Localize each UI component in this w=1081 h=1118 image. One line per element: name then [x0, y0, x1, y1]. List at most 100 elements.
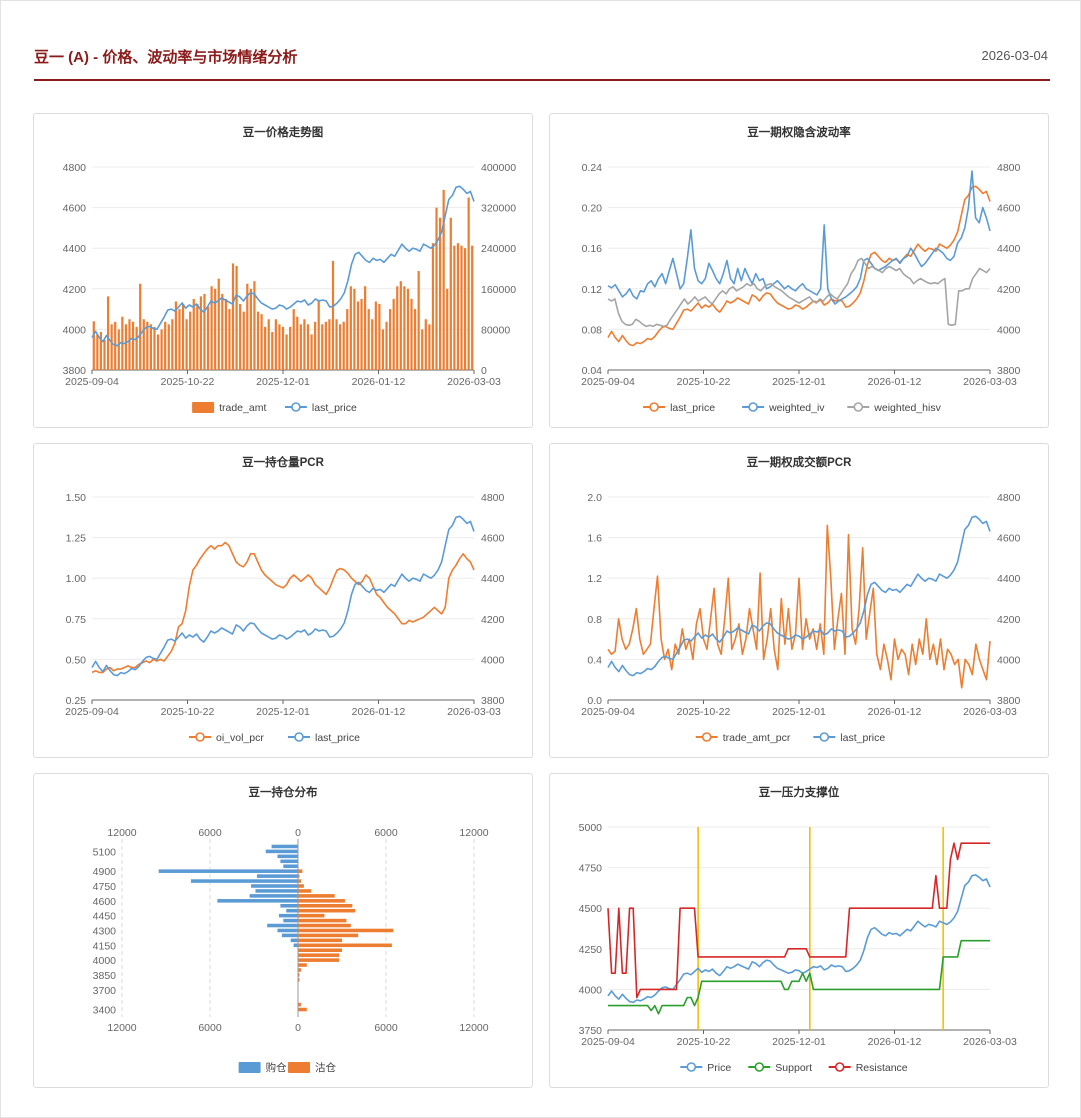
- y-right-tick-label: 0: [481, 365, 487, 377]
- bar-trade-amt: [438, 217, 442, 370]
- bar-put-oi: [298, 899, 345, 903]
- y-left-tick-label: 4800: [63, 162, 87, 174]
- bar-put-oi: [298, 913, 325, 918]
- bar-trade-amt: [428, 324, 431, 370]
- x-tick-label: 2026-01-12: [352, 376, 406, 388]
- series-line-weighted-iv: [607, 170, 991, 305]
- bar-trade-amt: [364, 286, 367, 370]
- y-left-tick-label: 1.2: [587, 573, 602, 585]
- bar-trade-amt: [435, 207, 438, 370]
- y-right-tick-label: 3800: [481, 695, 505, 707]
- legend-last-price-swatch-dot: [819, 732, 830, 742]
- panel-amtpcr: 豆一期权成交额PCR 0.0 3800 0.4 4000 0.8 4200 1.2 4400 1.…: [549, 443, 1049, 758]
- bar-call-oi: [267, 923, 298, 928]
- bar-call-oi: [271, 844, 298, 849]
- series-line-last-price: [607, 185, 991, 347]
- y-right-tick-label: 4400: [997, 573, 1021, 585]
- series-line-oi-vol-pcr: [91, 541, 475, 674]
- x-bottom-tick-label: 12000: [107, 1022, 136, 1034]
- bar-trade-amt: [99, 331, 103, 370]
- y-left-tick-label: 0.75: [66, 614, 87, 626]
- y-tick-label: 4600: [93, 896, 117, 908]
- bar-trade-amt: [371, 319, 374, 370]
- y-left-tick-label: 3800: [63, 365, 87, 377]
- y-right-tick-label: 400000: [481, 162, 516, 174]
- bar-trade-amt: [296, 316, 299, 370]
- chart-title: 豆一期权隐含波动率: [747, 125, 851, 139]
- bar-trade-amt: [199, 296, 202, 370]
- bar-trade-amt: [421, 329, 424, 370]
- bar-trade-amt: [271, 331, 274, 370]
- bar-trade-amt: [378, 304, 381, 370]
- y-left-tick-label: 0.20: [582, 203, 603, 215]
- x-tick-label: 2025-10-22: [677, 1036, 731, 1048]
- bar-trade-amt: [285, 334, 288, 370]
- y-left-tick-label: 1.00: [66, 573, 87, 585]
- bar-trade-amt: [235, 265, 238, 370]
- bar-trade-amt: [388, 309, 392, 370]
- bar-trade-amt: [413, 309, 417, 370]
- y-left-tick-label: 0.4: [587, 654, 602, 666]
- legend-call-oi-swatch: [238, 1062, 261, 1073]
- chart-title: 豆一持仓分布: [249, 785, 318, 799]
- bar-trade-amt: [185, 319, 188, 370]
- bar-trade-amt: [131, 321, 135, 370]
- chart-amtpcr: 豆一期权成交额PCR 0.0 3800 0.4 4000 0.8 4200 1.2 4400 1.…: [581, 455, 1021, 744]
- bar-trade-amt: [156, 334, 160, 370]
- y-tick-label: 3850: [93, 970, 117, 982]
- series-line-price: [607, 874, 991, 1004]
- bar-call-oi: [158, 869, 298, 873]
- bar-trade-amt: [146, 321, 149, 370]
- bar-trade-amt: [231, 263, 235, 370]
- x-tick-label: 2026-01-12: [868, 376, 922, 388]
- bar-trade-amt: [442, 189, 445, 370]
- y-left-tick-label: 0.08: [582, 324, 603, 336]
- bar-trade-amt: [281, 326, 285, 370]
- y-tick-label: 4150: [93, 940, 117, 952]
- x-tick-label: 2026-03-03: [963, 706, 1017, 718]
- chart-dist: 豆一持仓分布 12000 12000 6000 6000 0 0 6000 6000 12000 1…: [93, 785, 489, 1074]
- x-bottom-tick-label: 12000: [459, 1022, 488, 1034]
- bar-trade-amt: [399, 281, 402, 370]
- legend-oi-vol-pcr-swatch-dot: [195, 732, 205, 742]
- bar-trade-amt: [92, 321, 95, 370]
- bar-trade-amt: [96, 334, 99, 370]
- x-tick-label: 2026-01-12: [868, 1036, 922, 1048]
- bar-trade-amt: [214, 288, 217, 370]
- x-top-tick-label: 12000: [107, 827, 136, 839]
- bar-call-oi: [190, 879, 298, 883]
- series-line-last-price: [607, 515, 991, 677]
- bar-put-oi: [298, 973, 300, 977]
- x-tick-label: 2026-01-12: [868, 706, 922, 718]
- bar-put-oi: [298, 933, 359, 938]
- bar-put-oi: [298, 948, 342, 953]
- y-right-tick-label: 320000: [481, 203, 516, 215]
- x-tick-label: 2026-01-12: [352, 706, 406, 718]
- legend-resistance-swatch-dot: [834, 1062, 845, 1072]
- y-left-tick-label: 4000: [579, 984, 603, 996]
- bar-trade-amt: [249, 288, 252, 370]
- bar-trade-amt: [189, 311, 192, 370]
- bar-put-oi: [298, 884, 304, 888]
- x-tick-label: 2026-03-03: [447, 376, 501, 388]
- legend-last-price-swatch-dot: [294, 732, 304, 742]
- bar-trade-amt: [410, 298, 413, 370]
- bar-put-oi: [298, 894, 335, 898]
- y-left-tick-label: 0.25: [66, 695, 87, 707]
- series-line-last-price: [91, 185, 475, 347]
- y-right-tick-label: 4600: [997, 203, 1021, 215]
- series-line-resistance: [607, 842, 990, 999]
- bar-trade-amt: [203, 293, 206, 370]
- y-tick-label: 4750: [93, 881, 117, 893]
- panel-sr: 豆一压力支撑位 3750 4000 4250 4500 4750 5000 2025-09-0…: [549, 773, 1049, 1088]
- legend-put-oi-swatch: [288, 1062, 310, 1073]
- y-tick-label: 4900: [93, 866, 117, 878]
- chart-title: 豆一压力支撑位: [759, 785, 840, 799]
- bar-put-oi: [298, 879, 301, 883]
- legend-last-price-swatch-dot: [649, 402, 659, 412]
- chart-sr: 豆一压力支撑位 3750 4000 4250 4500 4750 5000 2025-09-0…: [579, 785, 1017, 1074]
- bar-trade-amt: [178, 309, 181, 370]
- bar-put-oi: [298, 903, 353, 908]
- x-top-tick-label: 6000: [198, 827, 222, 839]
- y-left-tick-label: 4000: [63, 324, 87, 336]
